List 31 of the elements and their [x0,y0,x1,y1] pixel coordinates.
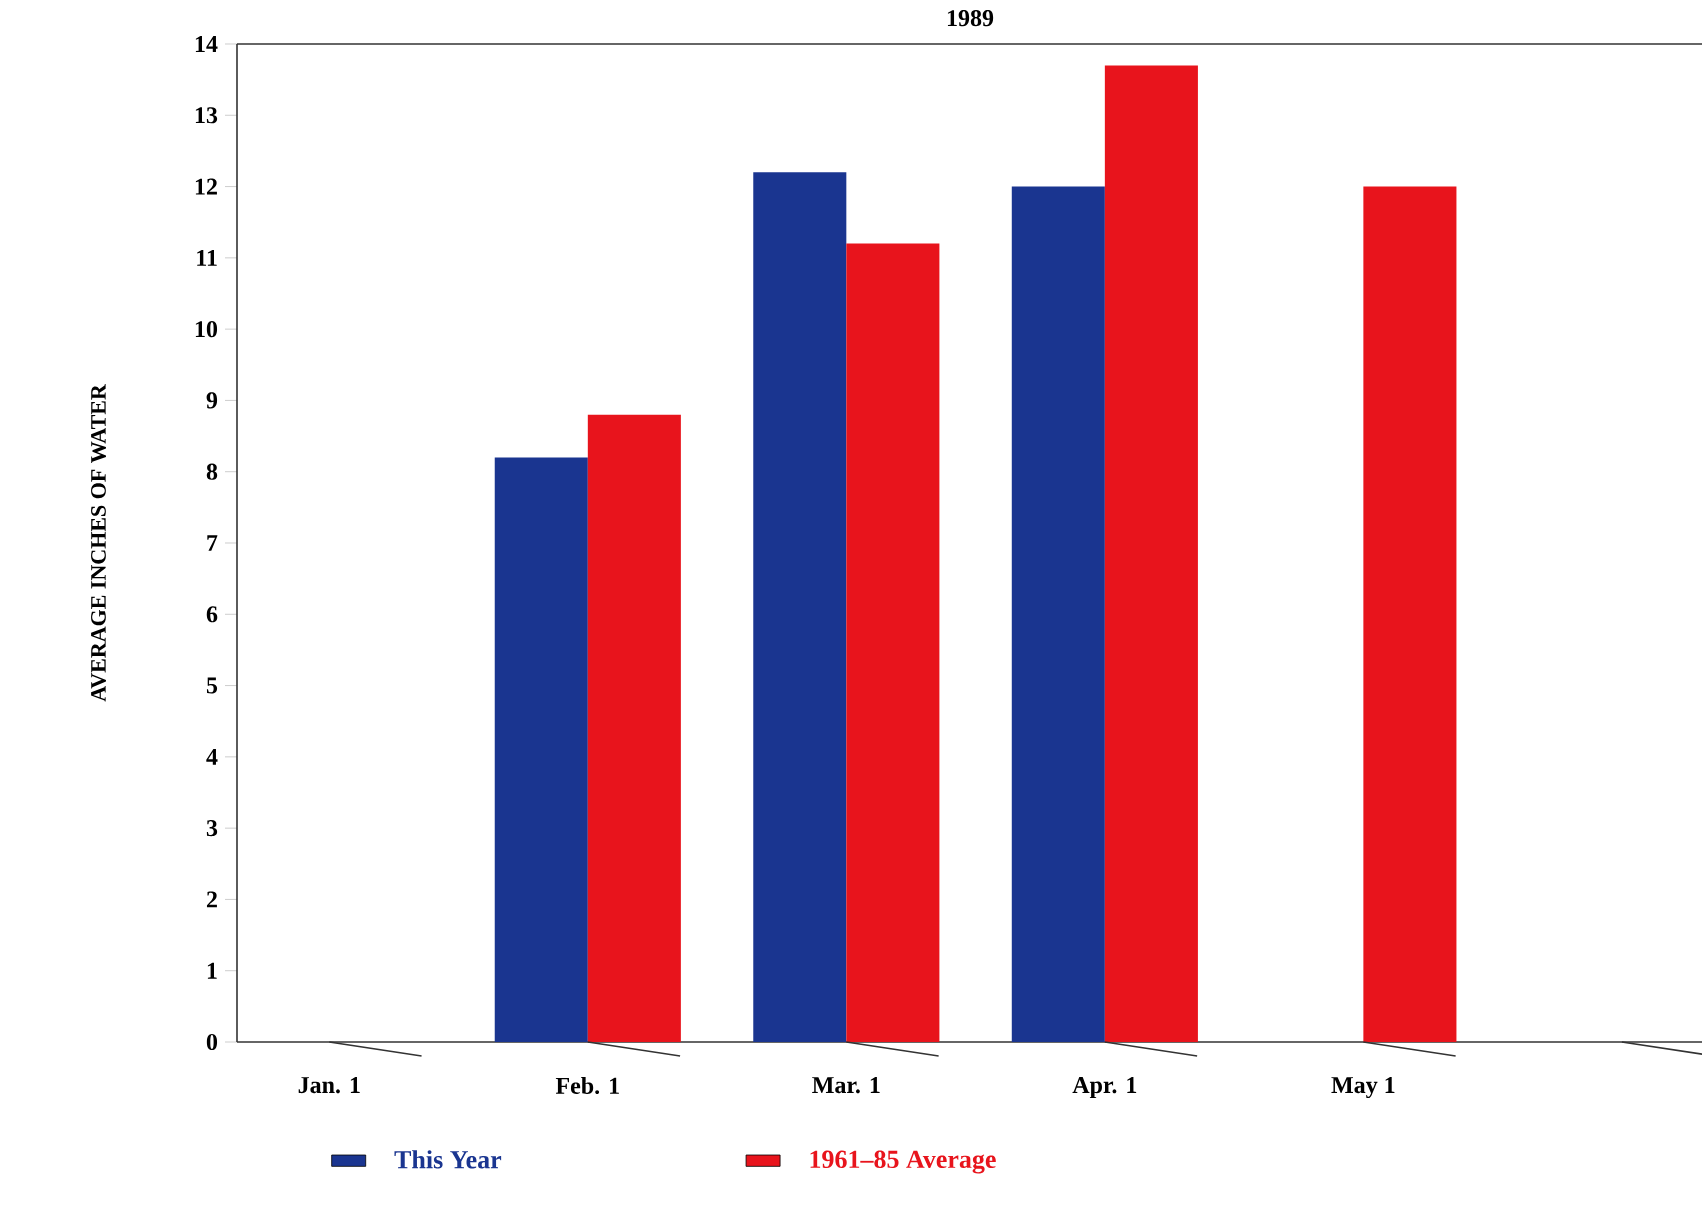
bar [846,243,940,1042]
y-tick-label: 6 [206,606,218,623]
y-axis-title: AVERAGE INCHES OF WATER [91,383,106,702]
bar [587,414,681,1042]
y-tick-label: 10 [195,321,218,338]
x-tick-label: May 1 [1331,1077,1395,1099]
y-tick-label: 5 [206,677,218,694]
x-tick-label: Apr. 1 [1072,1077,1137,1099]
x-tick-label: Jan. 1 [298,1077,360,1094]
x-tick-label: Feb. 1 [555,1077,619,1095]
bar [1011,186,1105,1042]
y-tick-label: 9 [206,392,218,409]
y-tick-label: 12 [195,178,217,195]
y-tick-label: 7 [207,535,218,551]
legend-label: 1961–85 Average [810,1150,996,1174]
bar [1104,65,1198,1042]
y-tick-label: 1 [207,962,217,979]
y-tick-label: 11 [197,249,217,266]
y-tick-label: 8 [206,463,218,480]
bar [1363,186,1457,1042]
y-tick-label: 13 [195,107,218,124]
y-tick-label: 0 [206,1033,218,1051]
bar [494,457,588,1042]
bar [753,172,847,1042]
y-tick-label: 2 [206,891,217,908]
y-tick-label: 14 [195,36,218,52]
y-tick-label: 3 [206,820,218,837]
x-tick-label: Mar. 1 [812,1077,880,1094]
legend-label: This Year [394,1150,502,1169]
y-tick-label: 4 [206,748,218,765]
chart-title: 1989 [947,10,994,27]
